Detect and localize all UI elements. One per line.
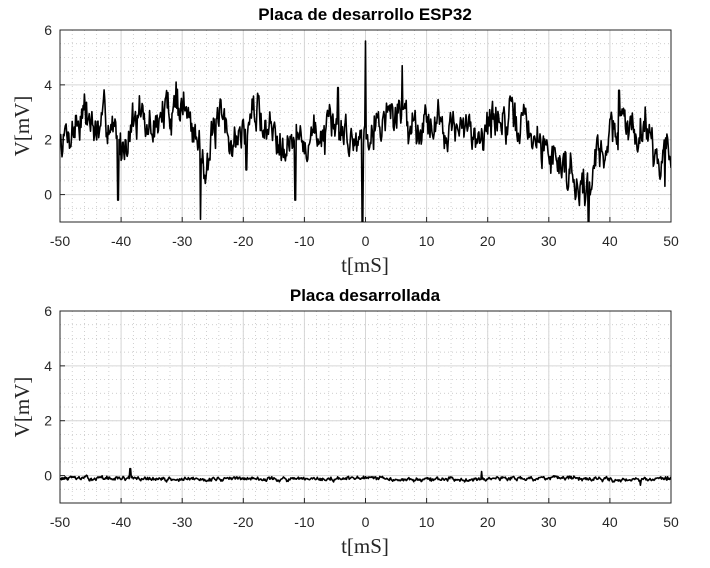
x-tick-label: -50 <box>50 514 70 530</box>
x-tick-label: 0 <box>362 514 370 530</box>
x-tick-label: -50 <box>50 233 70 249</box>
x-tick-label: 10 <box>419 233 435 249</box>
x-tick-label: -40 <box>111 514 131 530</box>
plot-bottom: Placa desarrollada V[mV] t[mS] -50 -40 -30… <box>10 286 679 558</box>
x-tick-label: -30 <box>172 514 192 530</box>
axes-box <box>59 310 672 504</box>
y-tick-label: 4 <box>44 77 52 93</box>
axes-box <box>59 29 672 223</box>
y-tick-label: 4 <box>44 358 52 374</box>
grid <box>59 310 672 504</box>
x-tick-label: 20 <box>480 233 496 249</box>
x-tick-label: 30 <box>541 514 557 530</box>
y-axis-label: V[mV] <box>10 377 34 438</box>
x-tick-label: 50 <box>663 514 679 530</box>
x-tick-label: -10 <box>294 233 314 249</box>
series-line <box>60 467 671 487</box>
x-tick-label: -20 <box>233 233 253 249</box>
x-tick-label: 10 <box>419 514 435 530</box>
y-tick-label: 6 <box>44 303 52 319</box>
x-tick-label: 30 <box>541 233 557 249</box>
chart-title: Placa desarrollada <box>290 286 441 305</box>
x-tick-label: -20 <box>233 514 253 530</box>
x-tick-label: 50 <box>663 233 679 249</box>
y-tick-label: 0 <box>44 468 52 484</box>
x-tick-label: 0 <box>362 233 370 249</box>
x-tick-label: -30 <box>172 233 192 249</box>
x-tick-label: 40 <box>602 514 618 530</box>
x-axis-label: t[mS] <box>341 534 389 558</box>
x-tick-label: -40 <box>111 233 131 249</box>
y-axis-label: V[mV] <box>10 96 34 157</box>
chart-title: Placa de desarrollo ESP32 <box>258 5 472 24</box>
series-line <box>60 40 671 222</box>
x-tick-label: -10 <box>294 514 314 530</box>
y-tick-label: 6 <box>44 22 52 38</box>
y-tick-label: 2 <box>44 132 52 148</box>
x-tick-label: 20 <box>480 514 496 530</box>
x-tick-label: 40 <box>602 233 618 249</box>
y-tick-label: 2 <box>44 413 52 429</box>
y-tick-label: 0 <box>44 187 52 203</box>
x-axis-label: t[mS] <box>341 253 389 277</box>
plot-top: Placa de desarrollo ESP32 V[mV] t[mS] -5… <box>10 5 679 277</box>
grid <box>59 29 672 223</box>
